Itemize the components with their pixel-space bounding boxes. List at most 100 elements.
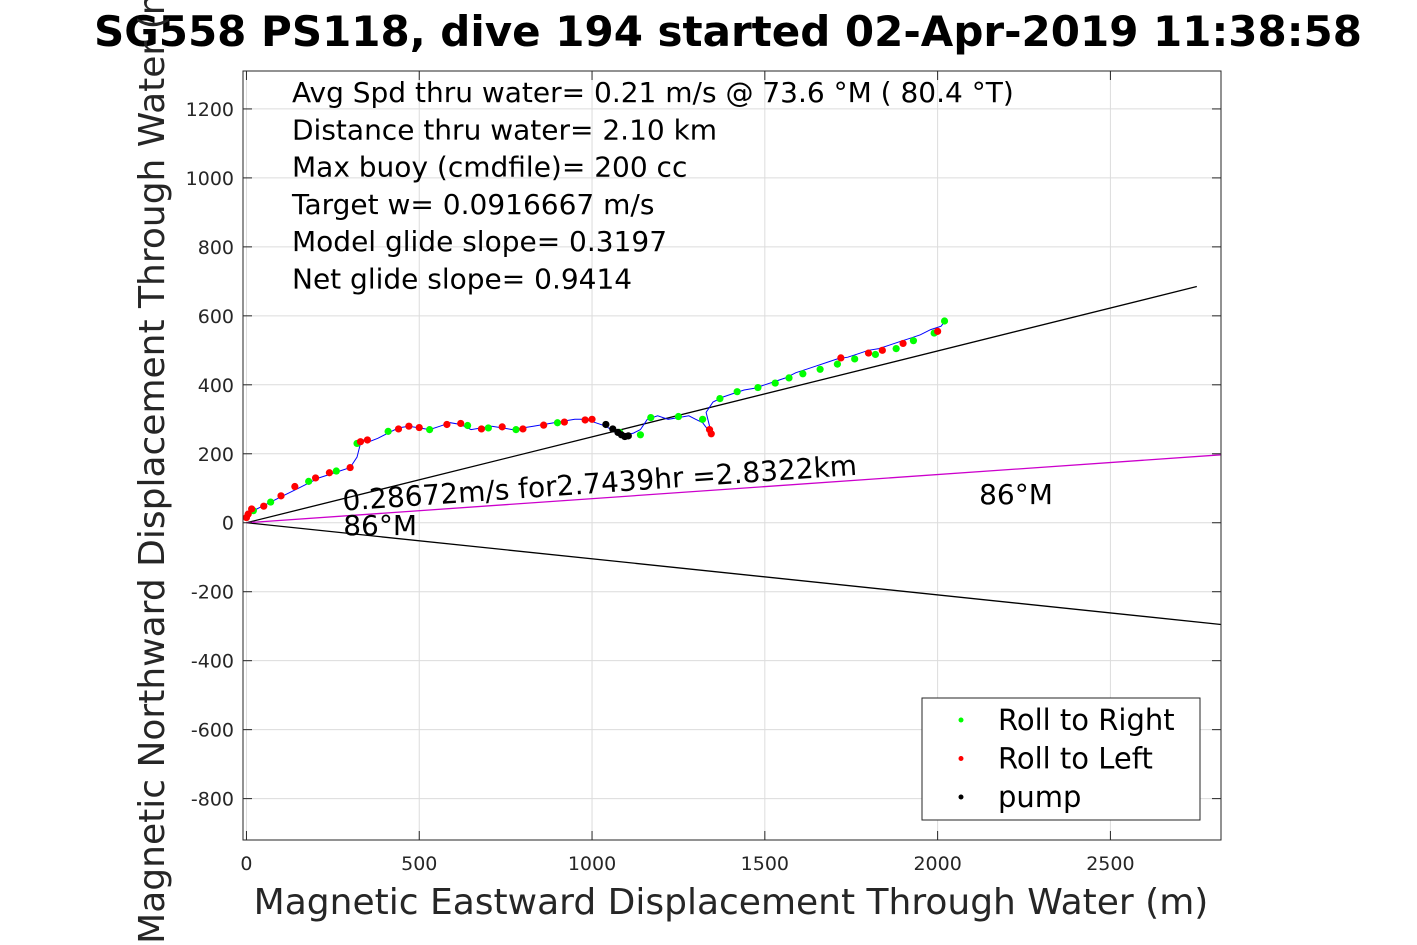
roll-to-right-point	[267, 498, 275, 506]
annotation-line: Avg Spd thru water= 0.21 m/s @ 73.6 °M (…	[292, 76, 1014, 109]
roll-to-left-point	[363, 436, 372, 444]
legend-label: Roll to Left	[998, 742, 1153, 776]
roll-to-right-point	[833, 360, 842, 368]
legend: Roll to Right Roll to Left pump	[921, 697, 1201, 821]
roll-to-right-point	[799, 370, 807, 378]
annotation-line: Target w= 0.0916667 m/s	[291, 188, 654, 221]
annotation-block: Avg Spd thru water= 0.21 m/s @ 73.6 °M (…	[291, 76, 1014, 296]
legend-marker	[958, 756, 964, 761]
y-tick-label: -600	[191, 720, 234, 742]
roll-to-right-point	[871, 350, 880, 359]
roll-to-left-point	[878, 346, 886, 354]
roll-to-right-point	[754, 383, 762, 392]
roll-to-left-point	[934, 327, 942, 335]
x-tick-label: 2000	[913, 853, 961, 875]
x-tick-label: 0	[240, 853, 252, 875]
legend-label: pump	[998, 780, 1081, 814]
reference-line-1	[246, 285, 1197, 524]
roll-to-right-point	[332, 467, 340, 475]
roll-to-left-point	[346, 463, 354, 472]
chart-title: SG558 PS118, dive 194 started 02-Apr-201…	[94, 7, 1362, 56]
pump-point	[624, 432, 632, 440]
roll-to-left-point	[291, 482, 299, 491]
reference-lines	[246, 285, 1222, 626]
y-tick-label: 400	[198, 375, 234, 397]
annotation-line: Distance thru water= 2.10 km	[292, 113, 717, 146]
x-tick-label: 500	[401, 853, 437, 875]
roll-to-right-point	[674, 412, 683, 421]
roll-to-left-point	[519, 425, 527, 433]
roll-to-left-point	[540, 421, 548, 429]
roll-to-left-point	[260, 502, 268, 510]
reference-line-2	[246, 522, 1222, 626]
line-label: 86°M	[343, 509, 417, 542]
roll-to-left-point	[477, 425, 486, 433]
roll-to-right-point	[733, 388, 741, 396]
y-tick-label: -800	[191, 789, 234, 811]
roll-to-right-point	[553, 419, 562, 427]
roll-to-left-point	[581, 416, 589, 424]
roll-to-right-point	[512, 426, 520, 434]
y-tick-label: 0	[222, 513, 234, 535]
roll-to-left-point	[248, 505, 256, 513]
roll-to-left-point	[443, 420, 451, 429]
y-tick-label: 1000	[186, 168, 234, 190]
roll-to-right-point	[785, 374, 793, 382]
roll-to-left-point	[244, 510, 252, 518]
y-tick-label: -400	[191, 651, 234, 673]
x-tick-label: 1500	[741, 853, 789, 875]
roll-to-left-point	[864, 349, 873, 357]
roll-to-right-point	[647, 413, 655, 422]
roll-to-left-point	[837, 354, 845, 362]
y-tick-label: 600	[198, 306, 234, 328]
x-tick-label: 1000	[568, 853, 616, 875]
annotation-line: Net glide slope= 0.9414	[292, 263, 632, 296]
y-axis-label: Magnetic Northward Displacement Through …	[132, 0, 173, 944]
roll-to-left-point	[277, 492, 285, 500]
line-label: 86°M	[979, 478, 1053, 511]
pump-point	[609, 425, 617, 433]
pump-point	[602, 420, 610, 429]
plot-frame	[242, 70, 1222, 841]
x-tick-label: 2500	[1086, 853, 1134, 875]
annotation-line: Max buoy (cmdfile)= 200 cc	[292, 151, 687, 184]
reference-line-3	[246, 454, 1222, 524]
roll-to-left-point	[356, 438, 365, 446]
x-axis-label: Magnetic Eastward Displacement Through W…	[254, 882, 1209, 923]
legend-marker	[958, 794, 964, 800]
roll-to-right-point	[816, 365, 824, 373]
roll-to-right-point	[484, 424, 492, 432]
roll-to-left-point	[588, 415, 596, 423]
y-tick-label: 800	[198, 237, 234, 259]
axis-ticks: 0 500 1000 1500 2000 2500 -800 -600 -400 -200 0 200…	[186, 71, 1221, 875]
roll-to-left-point	[560, 418, 568, 426]
roll-to-right-point	[426, 426, 434, 434]
grid	[243, 71, 1221, 840]
roll-to-right-point	[464, 421, 472, 430]
roll-to-right-point	[851, 355, 859, 363]
roll-to-left-point	[311, 474, 320, 482]
roll-to-right-point	[699, 415, 707, 423]
roll-to-right-point	[892, 344, 900, 353]
roll-to-left-point	[457, 419, 465, 428]
y-tick-label: 1200	[186, 99, 234, 121]
legend-box	[921, 697, 1201, 821]
legend-label: Roll to Right	[998, 703, 1175, 737]
legend-marker	[958, 717, 964, 723]
roll-to-left-point	[899, 339, 907, 348]
roll-to-right-point	[940, 317, 949, 325]
roll-to-left-point	[325, 469, 333, 477]
roll-to-right-point	[716, 395, 724, 403]
roll-to-left-point	[498, 423, 506, 431]
roll-to-left-point	[415, 423, 423, 432]
roll-to-left-point	[405, 422, 413, 430]
roll-to-right-point	[771, 379, 779, 387]
roll-to-left-point	[394, 425, 403, 433]
roll-to-right-point	[636, 431, 645, 439]
roll-to-right-point	[305, 477, 313, 485]
annotation-line: Model glide slope= 0.3197	[292, 225, 667, 258]
roll-to-right-point	[384, 427, 392, 435]
y-tick-label: -200	[191, 582, 234, 604]
roll-to-left-point	[707, 430, 715, 438]
